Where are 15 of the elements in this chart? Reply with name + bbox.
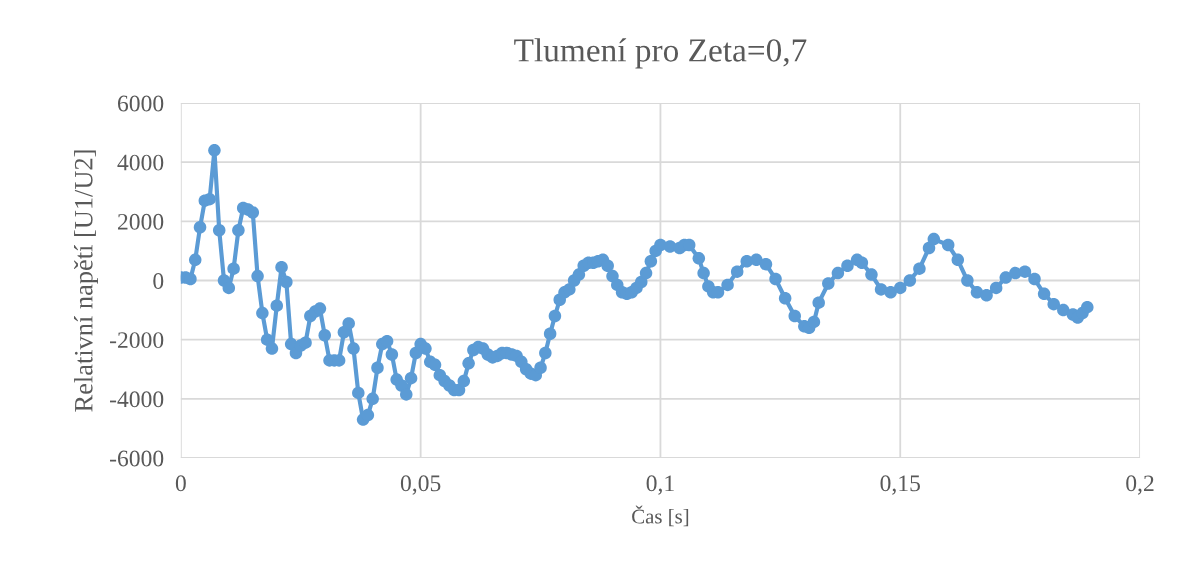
y-tick-label: -6000 bbox=[109, 450, 164, 467]
y-tick-label: -2000 bbox=[109, 332, 164, 349]
x-tick-label: 0,15 bbox=[880, 475, 920, 495]
y-axis-title: Relativní napětí [U1/U2] bbox=[74, 150, 98, 412]
x-tick-label: 0,05 bbox=[400, 475, 441, 495]
x-tick-label: 0 bbox=[175, 475, 186, 492]
y-tick-label: 4000 bbox=[117, 154, 164, 171]
y-tick-label: 2000 bbox=[117, 213, 164, 230]
x-axis-title: Čas [s] bbox=[632, 505, 689, 527]
x-tick-label: 0,1 bbox=[646, 475, 674, 495]
y-tick-label: 0 bbox=[153, 273, 164, 289]
x-tick-label: 0,2 bbox=[1126, 475, 1154, 495]
y-tick-label: 6000 bbox=[117, 95, 164, 112]
y-tick-label: -4000 bbox=[109, 391, 164, 408]
chart-title: Tlumení pro Zeta=0,7 bbox=[514, 38, 807, 69]
